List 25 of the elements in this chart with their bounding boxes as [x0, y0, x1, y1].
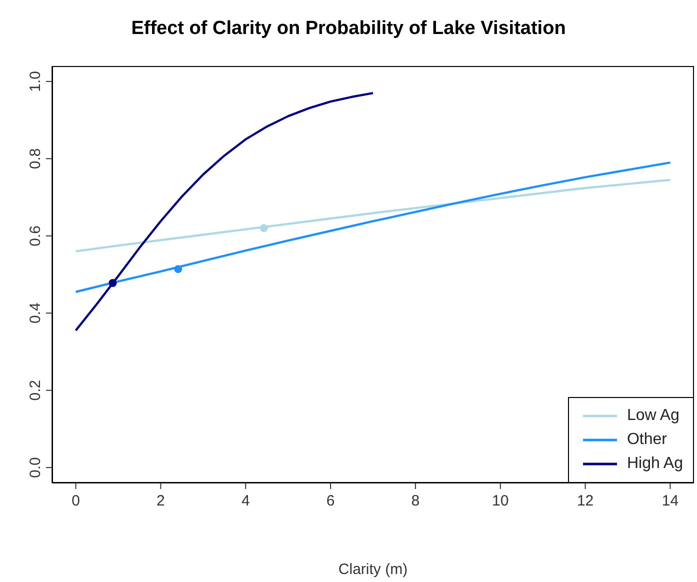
y-tick-label: 0.0	[27, 457, 44, 478]
x-axis-title: Clarity (m)	[338, 561, 408, 578]
x-tick-label: 14	[662, 492, 679, 510]
point	[260, 224, 268, 232]
legend-label: Other	[626, 431, 667, 449]
x-tick-label: 6	[326, 492, 335, 510]
legend-label: Low Ag	[626, 407, 680, 425]
point	[108, 278, 117, 287]
x-tick-label: 4	[241, 492, 250, 510]
x-tick-label: 2	[156, 492, 165, 510]
y-tick-label: 0.8	[27, 148, 44, 170]
y-tick-label: 0.6	[27, 225, 44, 246]
x-tick-label: 10	[492, 492, 509, 510]
x-tick-label: 12	[576, 492, 594, 510]
point	[174, 265, 182, 274]
y-tick-label: 1.0	[27, 71, 44, 92]
legend-label: High Ag	[626, 455, 683, 473]
line-series	[74, 161, 672, 293]
line-series	[74, 92, 374, 332]
y-tick-label: 0.2	[27, 380, 44, 401]
x-tick-label: 0	[72, 492, 80, 510]
x-tick-label: 8	[411, 492, 420, 510]
y-tick-label: 0.4	[27, 302, 44, 324]
line-series	[74, 178, 672, 252]
chart-title: Effect of Clarity on Probability of Lake Visitation	[130, 18, 567, 40]
